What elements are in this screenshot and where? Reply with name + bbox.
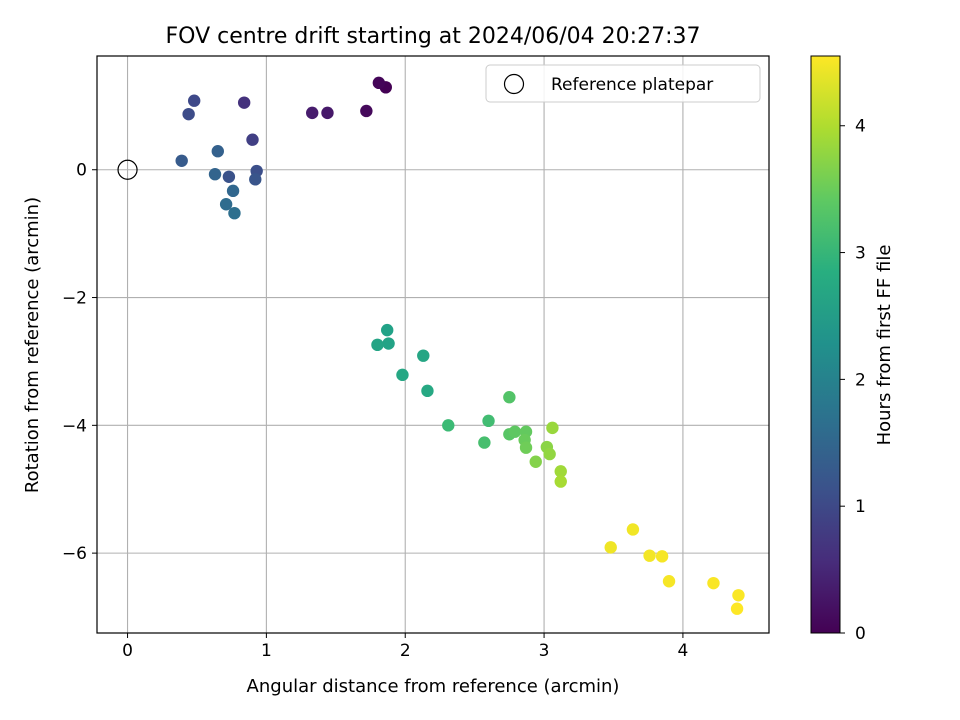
- data-point: [508, 425, 522, 438]
- colorbar-gradient: [810, 55, 841, 634]
- data-point: [380, 323, 394, 337]
- colorbar-tick-label: 1: [855, 497, 866, 517]
- data-point: [554, 475, 567, 488]
- x-tick-label: 4: [678, 641, 689, 661]
- y-tick-label: 0: [76, 161, 87, 181]
- y-tick-label: −2: [62, 289, 87, 309]
- data-point: [478, 436, 491, 449]
- data-point: [442, 419, 455, 432]
- colorbar-tick-label: 2: [855, 370, 866, 390]
- x-tick-label: 2: [400, 641, 411, 661]
- data-point: [382, 337, 395, 350]
- data-point: [662, 575, 676, 588]
- data-point: [372, 76, 386, 90]
- data-point: [187, 94, 201, 107]
- x-axis-label: Angular distance from reference (arcmin): [247, 676, 620, 697]
- data-point: [211, 145, 224, 158]
- data-point: [643, 549, 656, 562]
- data-point: [321, 106, 334, 120]
- reference-platepar-marker: [117, 159, 138, 180]
- y-tick-label: −4: [62, 416, 87, 436]
- y-axis-ticks: 0 −2 −4 −6: [62, 161, 97, 564]
- data-point: [246, 133, 259, 146]
- data-point: [222, 170, 236, 183]
- data-point: [503, 391, 516, 404]
- data-point: [182, 107, 195, 121]
- plot-frame: [96, 55, 770, 634]
- data-point: [626, 523, 640, 536]
- data-point: [730, 602, 744, 615]
- colorbar-tick-label: 3: [855, 244, 866, 264]
- grid-lines: [97, 56, 769, 633]
- data-point: [237, 96, 251, 109]
- data-point: [604, 541, 617, 554]
- data-point: [421, 384, 434, 398]
- scatter-points: [175, 76, 745, 615]
- data-point: [519, 441, 533, 454]
- x-tick-label: 1: [261, 641, 272, 661]
- colorbar: 0 1 2 3 4 Hours from first FF file: [810, 55, 895, 644]
- x-axis-ticks: 0 1 2 3 4: [122, 633, 688, 661]
- colorbar-ticks: 0 1 2 3 4: [840, 117, 866, 644]
- data-point: [732, 589, 745, 602]
- data-point: [249, 173, 262, 186]
- colorbar-label: Hours from first FF file: [874, 245, 895, 446]
- colorbar-tick-label: 4: [855, 117, 866, 137]
- data-point: [529, 455, 542, 468]
- data-point: [554, 465, 567, 478]
- chart-title: FOV centre drift starting at 2024/06/04 …: [166, 24, 701, 49]
- data-point: [546, 421, 559, 435]
- data-point: [655, 550, 669, 563]
- data-point: [371, 338, 384, 352]
- legend-entry-reference-platepar: Reference platepar: [551, 75, 713, 95]
- data-point: [360, 104, 373, 118]
- data-point: [226, 184, 240, 198]
- y-axis-label: Rotation from reference (arcmin): [22, 197, 43, 493]
- reference-marker-layer: [117, 159, 138, 180]
- data-point: [219, 198, 233, 211]
- colorbar-tick-label: 0: [855, 624, 866, 644]
- legend-box: [485, 64, 761, 103]
- data-point: [306, 106, 319, 120]
- data-point: [208, 168, 222, 181]
- x-tick-label: 0: [122, 641, 133, 661]
- data-point: [175, 154, 188, 167]
- data-point: [417, 349, 430, 362]
- x-tick-label: 3: [539, 641, 550, 661]
- legend: Reference platepar: [485, 64, 761, 103]
- data-point: [707, 576, 720, 590]
- data-point: [543, 447, 556, 461]
- data-point: [396, 368, 409, 382]
- data-point: [228, 206, 241, 220]
- legend-reference-marker: [503, 73, 525, 95]
- data-point: [482, 414, 495, 428]
- y-tick-label: −6: [62, 544, 87, 564]
